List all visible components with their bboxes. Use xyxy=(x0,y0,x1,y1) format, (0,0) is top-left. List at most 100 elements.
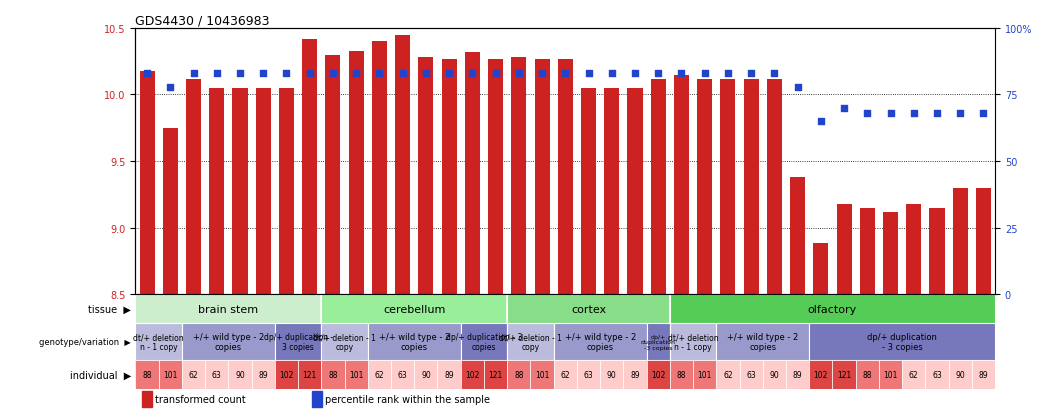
Text: brain stem: brain stem xyxy=(198,304,258,314)
Point xyxy=(789,84,805,90)
Text: 88: 88 xyxy=(863,370,872,379)
Bar xyxy=(255,89,271,294)
Text: 101: 101 xyxy=(164,370,177,379)
Point xyxy=(883,111,899,117)
Bar xyxy=(507,294,670,324)
Bar xyxy=(442,59,456,294)
Bar xyxy=(465,53,480,294)
Point xyxy=(766,71,783,77)
Bar xyxy=(716,360,740,389)
Bar xyxy=(163,128,178,294)
Bar xyxy=(321,324,368,360)
Text: 102: 102 xyxy=(651,370,666,379)
Bar xyxy=(697,79,713,294)
Bar xyxy=(855,360,879,389)
Bar xyxy=(670,294,995,324)
Bar xyxy=(767,79,782,294)
Bar xyxy=(790,178,805,294)
Bar xyxy=(275,324,321,360)
Text: percentile rank within the sample: percentile rank within the sample xyxy=(325,394,490,404)
Bar xyxy=(228,360,251,389)
Bar xyxy=(650,79,666,294)
Bar xyxy=(372,42,387,294)
Bar xyxy=(837,204,851,294)
Point xyxy=(813,119,829,125)
Text: dt/+ deletion - 1
copy: dt/+ deletion - 1 copy xyxy=(499,332,562,351)
Bar xyxy=(209,89,224,294)
Text: dp/+ duplication
- 3 copies: dp/+ duplication - 3 copies xyxy=(867,332,937,351)
Text: 62: 62 xyxy=(561,370,570,379)
Bar xyxy=(810,324,995,360)
Bar xyxy=(976,188,991,294)
Bar xyxy=(581,89,596,294)
Bar xyxy=(345,360,368,389)
Point xyxy=(720,71,737,77)
Text: 102: 102 xyxy=(814,370,828,379)
Text: olfactory: olfactory xyxy=(808,304,858,314)
Text: +/+ wild type - 2
copies: +/+ wild type - 2 copies xyxy=(378,332,450,351)
Bar xyxy=(205,360,228,389)
Text: 63: 63 xyxy=(933,370,942,379)
Bar xyxy=(182,324,275,360)
Bar xyxy=(972,360,995,389)
Bar xyxy=(600,360,623,389)
Point xyxy=(185,71,202,77)
Text: 88: 88 xyxy=(676,370,687,379)
Text: dp/+
duplication
-3 copies: dp/+ duplication -3 copies xyxy=(641,334,675,350)
Bar xyxy=(313,391,322,407)
Bar xyxy=(185,79,201,294)
Bar xyxy=(368,324,461,360)
Bar xyxy=(860,208,875,294)
Bar xyxy=(925,360,948,389)
Text: 62: 62 xyxy=(723,370,733,379)
Text: 102: 102 xyxy=(465,370,479,379)
Bar xyxy=(321,294,507,324)
Text: +/+ wild type - 2
copies: +/+ wild type - 2 copies xyxy=(193,332,264,351)
Point xyxy=(696,71,713,77)
Bar xyxy=(720,79,736,294)
Text: 102: 102 xyxy=(279,370,294,379)
Bar xyxy=(512,58,526,294)
Bar xyxy=(902,360,925,389)
Bar xyxy=(814,244,828,294)
Text: 89: 89 xyxy=(793,370,802,379)
Point xyxy=(743,71,760,77)
Text: dt/+ deletion - 1
copy: dt/+ deletion - 1 copy xyxy=(314,332,376,351)
Text: cortex: cortex xyxy=(571,304,606,314)
Bar xyxy=(879,360,902,389)
Point xyxy=(231,71,248,77)
Bar xyxy=(461,360,483,389)
Bar xyxy=(251,360,275,389)
Bar xyxy=(647,360,670,389)
Text: 88: 88 xyxy=(143,370,152,379)
Bar xyxy=(744,79,759,294)
Bar xyxy=(553,324,647,360)
Bar xyxy=(810,360,833,389)
Point xyxy=(580,71,597,77)
Bar xyxy=(740,360,763,389)
Point xyxy=(603,71,620,77)
Text: 62: 62 xyxy=(189,370,198,379)
Text: 101: 101 xyxy=(535,370,549,379)
Text: +/+ wild type - 2
copies: +/+ wild type - 2 copies xyxy=(727,332,798,351)
Bar xyxy=(557,59,573,294)
Point xyxy=(952,111,969,117)
Text: dp/+ duplication -
3 copies: dp/+ duplication - 3 copies xyxy=(264,332,332,351)
Bar xyxy=(349,52,364,294)
Bar xyxy=(135,324,182,360)
Text: dt/+ deletion
n - 1 copy: dt/+ deletion n - 1 copy xyxy=(133,332,184,351)
Bar xyxy=(438,360,461,389)
Point xyxy=(928,111,945,117)
Bar xyxy=(907,204,921,294)
Point xyxy=(557,71,574,77)
Point xyxy=(673,71,690,77)
Bar xyxy=(395,36,411,294)
Text: 89: 89 xyxy=(258,370,268,379)
Bar xyxy=(929,208,945,294)
Text: 88: 88 xyxy=(328,370,338,379)
Bar xyxy=(670,360,693,389)
Bar xyxy=(674,75,689,294)
Bar xyxy=(833,360,855,389)
Bar xyxy=(577,360,600,389)
Bar xyxy=(553,360,577,389)
